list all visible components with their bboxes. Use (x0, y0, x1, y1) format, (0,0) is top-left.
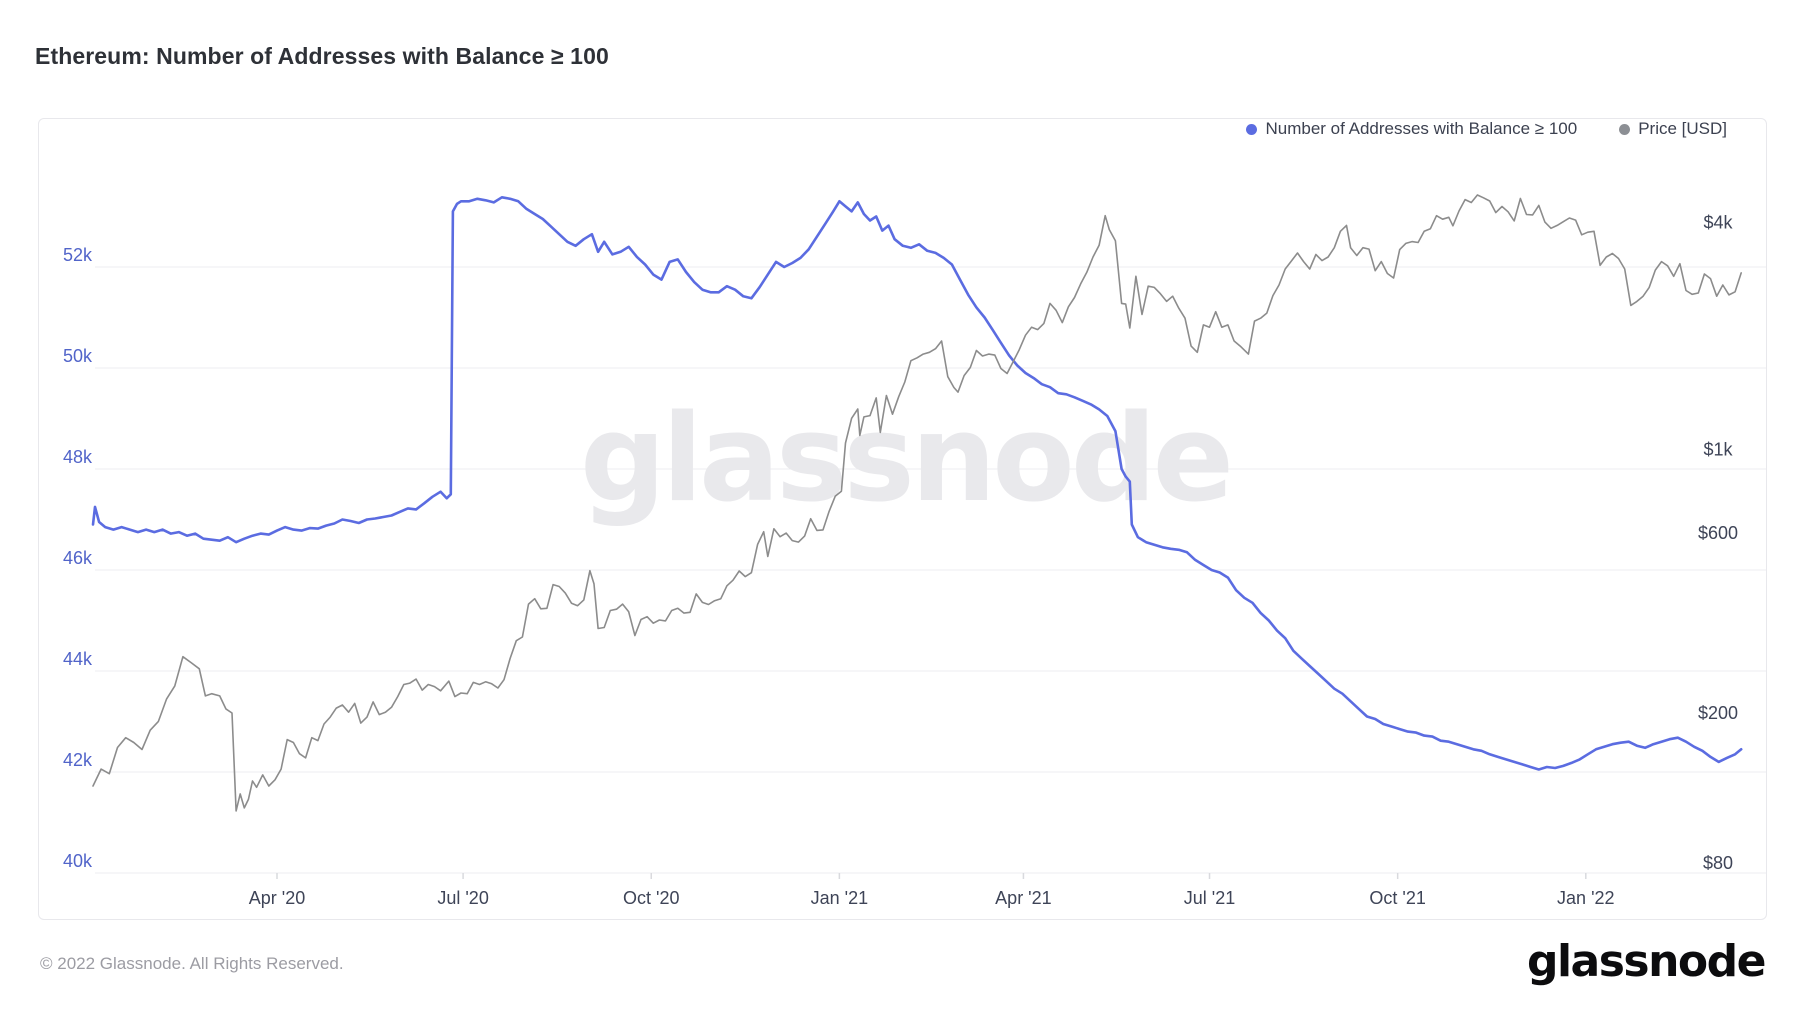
legend-dot-addresses-icon (1246, 123, 1258, 135)
y-left-label-42k: 42k (63, 750, 93, 770)
y-right-label-$200: $200 (1698, 703, 1738, 723)
y-right-label-$80: $80 (1703, 853, 1733, 873)
addresses-line (91, 196, 1743, 771)
y-left-label-48k: 48k (63, 447, 93, 467)
legend-item-price[interactable]: Price [USD] (1619, 119, 1727, 139)
copyright-text: © 2022 Glassnode. All Rights Reserved. (40, 954, 344, 973)
y-left-label-44k: 44k (63, 649, 93, 669)
y-left-label-52k: 52k (63, 245, 93, 265)
glassnode-logo[interactable]: glassnode (1526, 936, 1767, 987)
y-right-label-$1k: $1k (1703, 439, 1733, 459)
x-label-Jan '22: Jan '22 (1557, 888, 1614, 908)
y-left-label-50k: 50k (63, 346, 93, 366)
y-left-label-40k: 40k (63, 851, 93, 871)
legend-item-addresses[interactable]: Number of Addresses with Balance ≥ 100 (1246, 119, 1577, 139)
x-label-Jul '21: Jul '21 (1184, 888, 1235, 908)
x-label-Oct '21: Oct '21 (1369, 888, 1425, 908)
page-title: Ethereum: Number of Addresses with Balan… (35, 43, 609, 69)
price-line (92, 194, 1742, 812)
x-label-Apr '20: Apr '20 (249, 888, 305, 908)
y-right-label-$4k: $4k (1703, 212, 1733, 232)
x-label-Jan '21: Jan '21 (811, 888, 868, 908)
legend-dot-price-icon (1619, 123, 1631, 135)
x-label-Jul '20: Jul '20 (437, 888, 488, 908)
legend-label-addresses: Number of Addresses with Balance ≥ 100 (1265, 119, 1578, 138)
glassnode-watermark: glassnode (580, 390, 1230, 529)
chart-panel (38, 118, 1767, 920)
x-label-Oct '20: Oct '20 (623, 888, 679, 908)
y-right-label-$600: $600 (1698, 523, 1738, 543)
x-label-Apr '21: Apr '21 (995, 888, 1051, 908)
chart-legend: Number of Addresses with Balance ≥ 100 P… (1246, 119, 1727, 139)
legend-label-price: Price [USD] (1638, 119, 1727, 138)
y-left-label-46k: 46k (63, 548, 93, 568)
